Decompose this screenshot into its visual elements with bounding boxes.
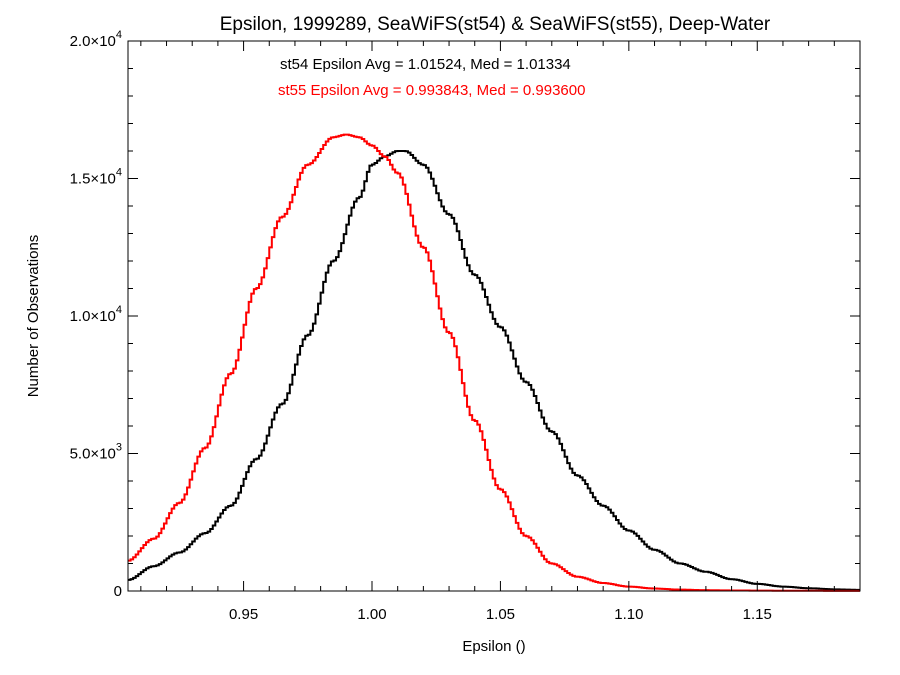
plot-frame [127,40,861,592]
series-st54-line [128,150,860,591]
x-tick-label: 1.05 [486,606,515,623]
x-tick-label: 1.10 [614,606,643,623]
x-axis-title: Epsilon () [462,638,525,655]
annotation-st54: st54 Epsilon Avg = 1.01524, Med = 1.0133… [280,56,571,73]
y-tick-label: 2.0×104 [70,29,122,50]
y-tick-label: 1.5×104 [70,167,122,188]
x-tick-label: 1.00 [357,606,386,623]
annotation-st55: st55 Epsilon Avg = 0.993843, Med = 0.993… [278,82,585,99]
series-layer [128,133,860,592]
axis-ticks: 0.95 1.00 1.05 1.10 1.15 0 5.0×103 1.0×104 1.5×1… [70,29,860,623]
x-tick-label: 1.15 [743,606,772,623]
chart-title: Epsilon, 1999289, SeaWiFS(st54) & SeaWiF… [220,14,771,35]
y-tick-label: 0 [114,583,122,600]
series-st55-line [128,133,860,592]
y-axis-title: Number of Observations [25,235,42,398]
y-tick-label: 1.0×104 [70,304,122,325]
x-tick-label: 0.95 [229,606,258,623]
y-tick-label: 5.0×103 [70,442,122,463]
